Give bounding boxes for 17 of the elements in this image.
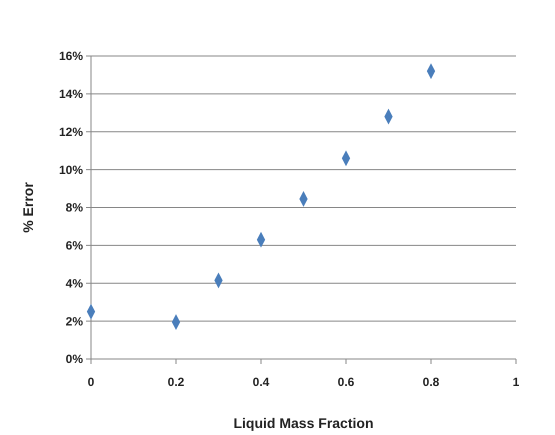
y-tick-label: 12% xyxy=(58,124,84,139)
x-tick-label: 0.8 xyxy=(422,375,440,389)
y-tick-label: 0% xyxy=(66,352,84,366)
y-axis-title: % Error xyxy=(20,182,36,233)
x-tick-label: 0.6 xyxy=(338,375,355,389)
x-tick-label: 0 xyxy=(88,375,95,389)
y-tick-label: 2% xyxy=(66,314,84,328)
y-tick-label: 14% xyxy=(58,87,84,102)
y-tick-label: 10% xyxy=(58,162,84,177)
x-tick-label: 0.4 xyxy=(252,375,270,389)
y-tick-label: 6% xyxy=(66,238,84,253)
y-tick-label: 16% xyxy=(58,49,84,64)
y-tick-label: 4% xyxy=(66,276,84,290)
x-tick-label: 1 xyxy=(512,375,520,389)
x-axis-title: Liquid Mass Fraction xyxy=(233,415,374,431)
x-tick-label: 0.2 xyxy=(168,375,185,389)
y-tick-label: 8% xyxy=(66,200,84,215)
